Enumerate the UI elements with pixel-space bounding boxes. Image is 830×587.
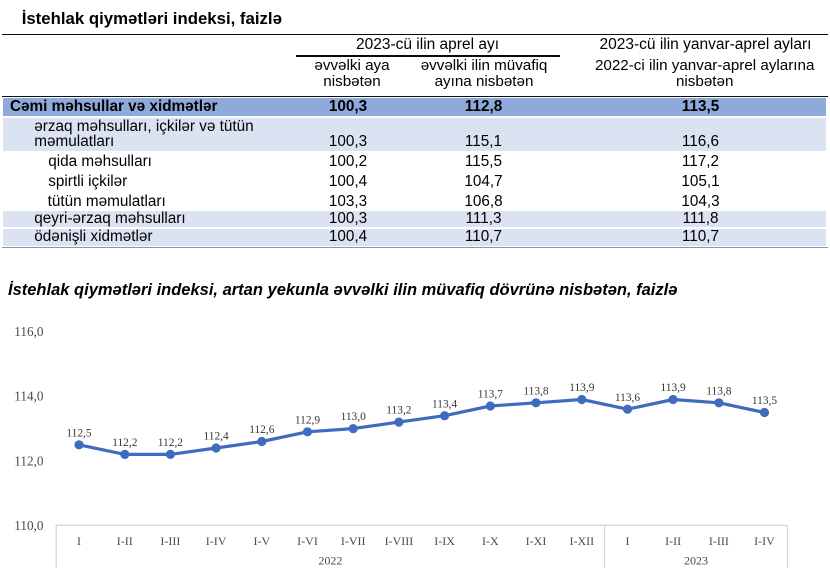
svg-text:114,0: 114,0: [14, 389, 44, 404]
svg-text:I-III: I-III: [160, 534, 180, 548]
svg-text:113,4: 113,4: [432, 398, 458, 410]
svg-text:113,9: 113,9: [660, 382, 686, 394]
svg-text:112,2: 112,2: [158, 437, 184, 449]
svg-text:I-VIII: I-VIII: [385, 534, 414, 548]
svg-text:112,6: 112,6: [249, 424, 275, 436]
svg-text:113,0: 113,0: [341, 411, 367, 423]
svg-text:113,7: 113,7: [478, 389, 504, 401]
svg-text:I-III: I-III: [709, 534, 729, 548]
svg-text:I-II: I-II: [117, 534, 133, 548]
svg-text:113,2: 113,2: [386, 405, 412, 417]
svg-text:I-VI: I-VI: [297, 534, 318, 548]
svg-text:I-IV: I-IV: [754, 534, 775, 548]
svg-text:I-XI: I-XI: [526, 534, 547, 548]
svg-text:112,5: 112,5: [66, 427, 92, 439]
svg-text:I: I: [626, 534, 630, 548]
svg-text:113,8: 113,8: [523, 385, 549, 397]
svg-text:116,0: 116,0: [14, 324, 44, 339]
svg-text:112,4: 112,4: [203, 431, 229, 443]
svg-text:2022: 2022: [318, 553, 342, 567]
svg-text:I-IX: I-IX: [434, 534, 455, 548]
svg-text:110,0: 110,0: [14, 518, 44, 533]
svg-text:I-IV: I-IV: [206, 534, 227, 548]
svg-text:112,9: 112,9: [295, 414, 321, 426]
svg-text:113,8: 113,8: [706, 385, 732, 397]
svg-text:112,0: 112,0: [14, 453, 44, 468]
svg-text:I-VII: I-VII: [341, 534, 366, 548]
svg-text:112,2: 112,2: [112, 437, 138, 449]
svg-text:I-XII: I-XII: [569, 534, 594, 548]
svg-text:113,5: 113,5: [752, 395, 778, 407]
svg-text:113,9: 113,9: [569, 382, 595, 394]
svg-text:2023: 2023: [684, 553, 708, 567]
svg-text:I-II: I-II: [665, 534, 681, 548]
svg-text:I: I: [77, 534, 81, 548]
svg-text:I-X: I-X: [482, 534, 499, 548]
svg-text:I-V: I-V: [253, 534, 270, 548]
svg-text:113,6: 113,6: [615, 392, 641, 404]
